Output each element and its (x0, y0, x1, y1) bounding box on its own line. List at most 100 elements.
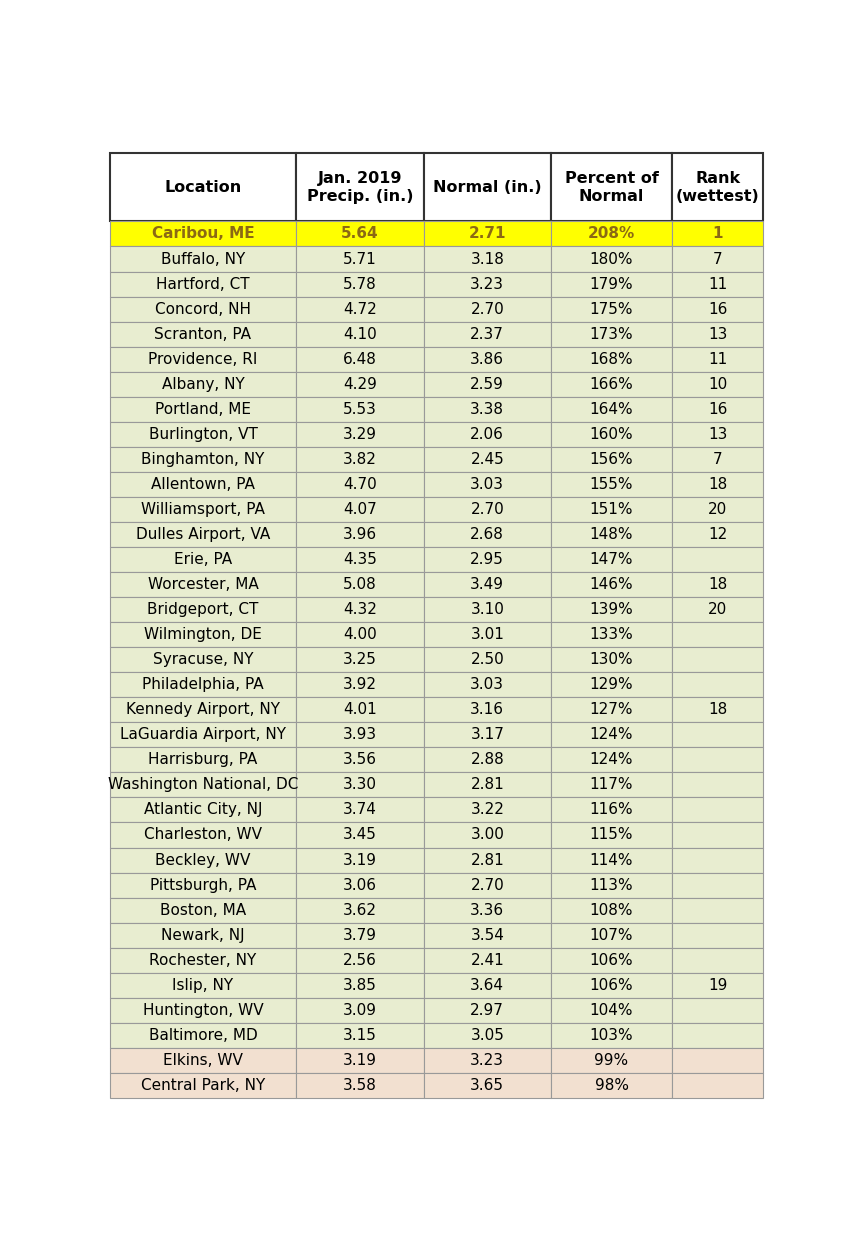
Text: 3.29: 3.29 (343, 426, 377, 442)
Bar (551, 271, 672, 296)
Text: 3.92: 3.92 (343, 678, 377, 693)
Text: Normal (in.): Normal (in.) (433, 180, 542, 195)
Bar (423, 597, 551, 622)
Text: 104%: 104% (590, 1002, 633, 1017)
Bar (110, 673, 296, 698)
Text: 103%: 103% (590, 1028, 633, 1043)
Text: 3.23: 3.23 (470, 1053, 504, 1068)
Text: 3.16: 3.16 (470, 703, 504, 717)
Bar (110, 447, 296, 472)
Bar (296, 722, 423, 747)
Bar (296, 798, 423, 823)
Text: 3.25: 3.25 (343, 652, 377, 667)
Text: 3.54: 3.54 (470, 928, 504, 943)
Text: 3.17: 3.17 (470, 727, 504, 742)
Text: 115%: 115% (590, 828, 633, 843)
Bar (672, 322, 763, 347)
Bar (551, 472, 672, 497)
Text: Scranton, PA: Scranton, PA (154, 327, 251, 342)
Bar (110, 421, 296, 447)
Text: 148%: 148% (590, 527, 633, 541)
Text: 4.72: 4.72 (343, 301, 377, 317)
Text: Allentown, PA: Allentown, PA (151, 477, 255, 492)
Bar (110, 597, 296, 622)
Text: 156%: 156% (590, 452, 633, 467)
Text: Dulles Airport, VA: Dulles Airport, VA (135, 527, 270, 541)
Bar (296, 997, 423, 1023)
Bar (296, 421, 423, 447)
Bar (296, 247, 423, 271)
Text: 3.00: 3.00 (470, 828, 504, 843)
Bar (296, 772, 423, 798)
Text: 20: 20 (708, 602, 728, 617)
Bar (110, 347, 296, 372)
Text: Elkins, WV: Elkins, WV (163, 1053, 243, 1068)
Bar (296, 322, 423, 347)
Text: 3.03: 3.03 (470, 678, 504, 693)
Text: 13: 13 (708, 426, 728, 442)
Bar (672, 923, 763, 948)
Bar (551, 1073, 672, 1098)
Bar (423, 747, 551, 772)
Text: 179%: 179% (590, 276, 633, 291)
Bar (423, 798, 551, 823)
Bar (423, 1073, 551, 1098)
Text: 3.64: 3.64 (470, 978, 504, 992)
Bar (672, 872, 763, 897)
Bar (672, 154, 763, 222)
Bar (551, 421, 672, 447)
Text: 2.70: 2.70 (470, 301, 504, 317)
Text: 3.79: 3.79 (343, 928, 377, 943)
Text: 5.71: 5.71 (343, 252, 377, 266)
Bar (110, 747, 296, 772)
Text: 3.58: 3.58 (343, 1078, 377, 1093)
Bar (296, 154, 423, 222)
Bar (296, 673, 423, 698)
Text: 2.81: 2.81 (470, 777, 504, 793)
Bar (551, 948, 672, 973)
Text: 3.06: 3.06 (343, 877, 377, 892)
Text: 16: 16 (708, 401, 728, 416)
Bar (423, 322, 551, 347)
Bar (551, 647, 672, 673)
Text: 107%: 107% (590, 928, 633, 943)
Text: 11: 11 (708, 352, 728, 367)
Text: 3.23: 3.23 (470, 276, 504, 291)
Bar (672, 847, 763, 872)
Text: 2.95: 2.95 (470, 553, 504, 567)
Bar (296, 597, 423, 622)
Text: 3.85: 3.85 (343, 978, 377, 992)
Text: Beckley, WV: Beckley, WV (155, 852, 250, 867)
Bar (551, 997, 672, 1023)
Bar (110, 772, 296, 798)
Bar (423, 472, 551, 497)
Text: Wilmington, DE: Wilmington, DE (144, 627, 262, 642)
Bar (110, 722, 296, 747)
Text: 113%: 113% (590, 877, 633, 892)
Bar (423, 347, 551, 372)
Text: 5.53: 5.53 (343, 401, 377, 416)
Text: 1: 1 (712, 227, 723, 242)
Text: 3.74: 3.74 (343, 803, 377, 818)
Bar (110, 546, 296, 572)
Text: 2.41: 2.41 (470, 953, 504, 968)
Text: Jan. 2019
Precip. (in.): Jan. 2019 Precip. (in.) (307, 171, 413, 203)
Bar (110, 847, 296, 872)
Bar (551, 772, 672, 798)
Text: Central Park, NY: Central Park, NY (141, 1078, 265, 1093)
Text: 2.97: 2.97 (470, 1002, 504, 1017)
Bar (672, 772, 763, 798)
Bar (296, 872, 423, 897)
Bar (672, 296, 763, 322)
Bar (296, 847, 423, 872)
Bar (423, 973, 551, 997)
Bar (551, 572, 672, 597)
Text: 4.00: 4.00 (343, 627, 377, 642)
Text: 18: 18 (708, 577, 728, 592)
Text: 175%: 175% (590, 301, 633, 317)
Bar (672, 522, 763, 546)
Bar (551, 497, 672, 522)
Text: 124%: 124% (590, 727, 633, 742)
Text: Burlington, VT: Burlington, VT (148, 426, 257, 442)
Text: 139%: 139% (590, 602, 633, 617)
